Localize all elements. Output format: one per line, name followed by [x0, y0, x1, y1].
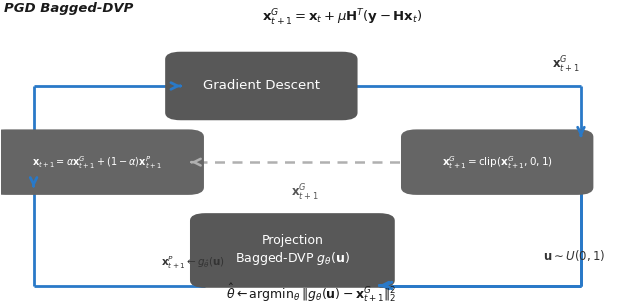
- FancyBboxPatch shape: [190, 213, 395, 288]
- Text: $\mathbf{u} \sim U(0,1)$: $\mathbf{u} \sim U(0,1)$: [544, 248, 606, 263]
- Text: $\mathbf{x}^{G}_{t+1} = \mathrm{clip}(\mathbf{x}^{G}_{t+1}, 0, 1)$: $\mathbf{x}^{G}_{t+1} = \mathrm{clip}(\m…: [442, 154, 552, 170]
- FancyBboxPatch shape: [165, 52, 358, 120]
- Text: $\mathbf{x}^{P}_{t+1} \leftarrow g_{\hat{\theta}}(\mathbf{u})$: $\mathbf{x}^{P}_{t+1} \leftarrow g_{\hat…: [161, 254, 225, 271]
- Text: $\mathbf{x}_{t+1} = \alpha\mathbf{x}^{G}_{t+1} + (1-\alpha)\mathbf{x}^{P}_{t+1}$: $\mathbf{x}_{t+1} = \alpha\mathbf{x}^{G}…: [32, 154, 162, 170]
- Text: $\hat{\theta} \leftarrow \mathrm{argmin}_{\theta}\, \|g_{\theta}(\mathbf{u}) - \: $\hat{\theta} \leftarrow \mathrm{argmin}…: [226, 281, 396, 304]
- Text: $\mathbf{x}^{G}_{t+1} = \mathbf{x}_t + \mu\mathbf{H}^T(\mathbf{y} - \mathbf{H}\m: $\mathbf{x}^{G}_{t+1} = \mathbf{x}_t + \…: [262, 8, 422, 28]
- FancyBboxPatch shape: [401, 129, 593, 195]
- Text: Gradient Descent: Gradient Descent: [203, 80, 320, 92]
- Text: $\mathbf{x}^{G}_{t+1}$: $\mathbf{x}^{G}_{t+1}$: [291, 183, 318, 203]
- Text: PGD Bagged-DVP: PGD Bagged-DVP: [4, 2, 133, 15]
- Text: Projection
Bagged-DVP $g_{\theta}(\mathbf{u})$: Projection Bagged-DVP $g_{\theta}(\mathb…: [234, 234, 350, 267]
- FancyBboxPatch shape: [0, 129, 204, 195]
- Text: $\mathbf{x}^{G}_{t+1}$: $\mathbf{x}^{G}_{t+1}$: [552, 54, 579, 75]
